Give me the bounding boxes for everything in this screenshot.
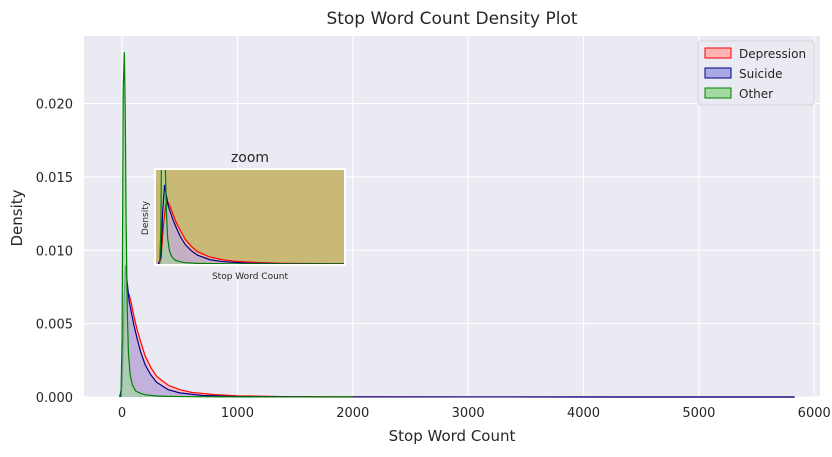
inset-y-label: Density [141,200,151,235]
y-tick-labels: 0.000 0.005 0.010 0.015 0.020 [36,98,73,406]
inset-x-label: Stop Word Count [212,272,289,282]
inset-zoom: zoom Stop Word Count Density [141,150,346,282]
y-tick-label: 0.010 [36,244,73,259]
x-tick-label: 6000 [798,406,831,421]
series-areas [119,52,795,398]
inset-area-suicide [158,184,344,264]
y-tick-label: 0.000 [36,391,73,406]
inset-line-other [159,170,344,264]
y-tick-label: 0.020 [36,98,73,113]
legend-label-depression: Depression [739,47,806,61]
x-tick-label: 2000 [336,406,369,421]
x-tick-label: 1000 [221,406,254,421]
x-axis-label: Stop Word Count [389,427,516,445]
legend-swatch-other [704,87,732,99]
y-tick-label: 0.005 [36,318,73,333]
x-tick-label: 5000 [682,406,715,421]
x-tick-label: 0 [118,406,126,421]
legend-label-suicide: Suicide [739,67,783,81]
inset-title: zoom [231,150,269,166]
x-tick-labels: 0 1000 2000 3000 4000 5000 6000 [118,406,831,421]
x-tick-label: 4000 [567,406,600,421]
legend-label-other: Other [739,87,773,101]
line-other [120,52,353,398]
legend-swatch-depression [704,47,732,59]
x-tick-label: 3000 [452,406,485,421]
inset-series-areas [157,170,344,264]
chart-title: Stop Word Count Density Plot [326,9,577,29]
legend: Depression Suicide Other [697,40,815,106]
legend-swatch-suicide [704,67,732,79]
y-tick-label: 0.015 [36,171,73,186]
y-axis-label: Density [8,189,26,246]
